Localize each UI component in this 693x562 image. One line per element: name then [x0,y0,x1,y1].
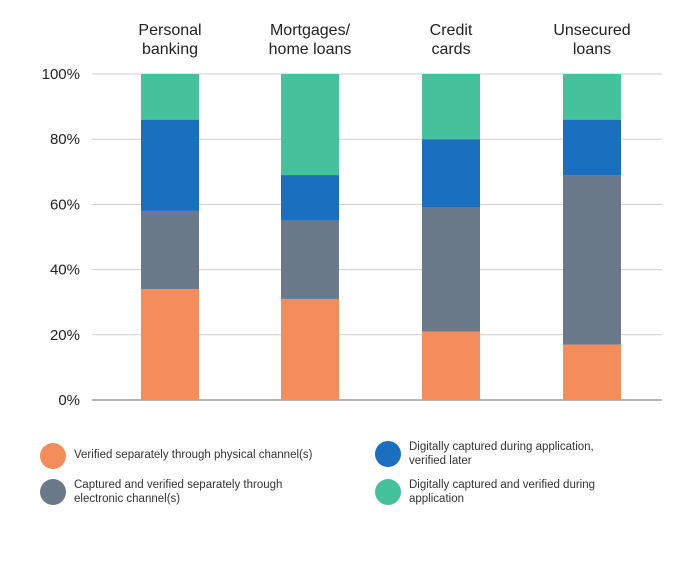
legend-label-physical: Verified separately through physical cha… [74,449,313,461]
bar-segment [563,119,621,176]
bar-segment [563,344,621,400]
legend-item-digital-later: Digitally captured during application, v… [375,440,659,468]
bar-segment [141,119,199,211]
bar-segment [281,175,339,221]
bar-segment [141,210,199,290]
legend-item-physical: Verified separately through physical cha… [40,442,324,469]
bar-segment [563,74,621,120]
category-label: Credit cards [430,22,473,58]
y-tick-label: 100% [42,66,80,83]
y-tick-label: 40% [50,262,80,279]
y-tick-label: 80% [50,131,80,148]
legend-item-electronic: Captured and verified separately through… [40,478,324,506]
legend-label-electronic: Captured and verified separately through… [74,479,283,505]
bar-segment [422,139,480,208]
bar-segment [141,74,199,120]
y-tick-label: 0% [58,392,80,409]
bar-segment [422,74,480,140]
legend-label-digital-later: Digitally captured during application, v… [409,441,594,467]
legend-swatch-electronic [40,479,66,505]
category-labels: Personal banking Mortgages/home loans Credi… [138,22,630,58]
category-label: Personal banking [138,22,201,58]
stacked-bar-chart: 0% 20% 40% 60% 80% 100% Personal banking Mortga… [42,22,662,409]
bar-segment [422,331,480,400]
bar-segment [281,220,339,299]
legend-label-digital-during: Digitally captured and verified during a… [409,479,596,505]
legend-swatch-digital-later [375,441,401,467]
category-label: Mortgages/home loans [269,22,352,58]
legend-swatch-physical [40,443,66,469]
y-axis-ticks: 0% 20% 40% 60% 80% 100% [42,66,80,409]
y-tick-label: 20% [50,327,80,344]
bar-segment [563,175,621,345]
bar-segment [141,289,199,400]
bar-segment [281,298,339,400]
category-label: Unsecured loans [553,22,630,58]
legend-swatch-digital-during [375,479,401,505]
bars [141,74,621,400]
bar-segment [281,74,339,176]
y-tick-label: 60% [50,196,80,213]
legend-item-digital-during: Digitally captured and verified during a… [375,478,659,506]
bar-segment [422,207,480,332]
